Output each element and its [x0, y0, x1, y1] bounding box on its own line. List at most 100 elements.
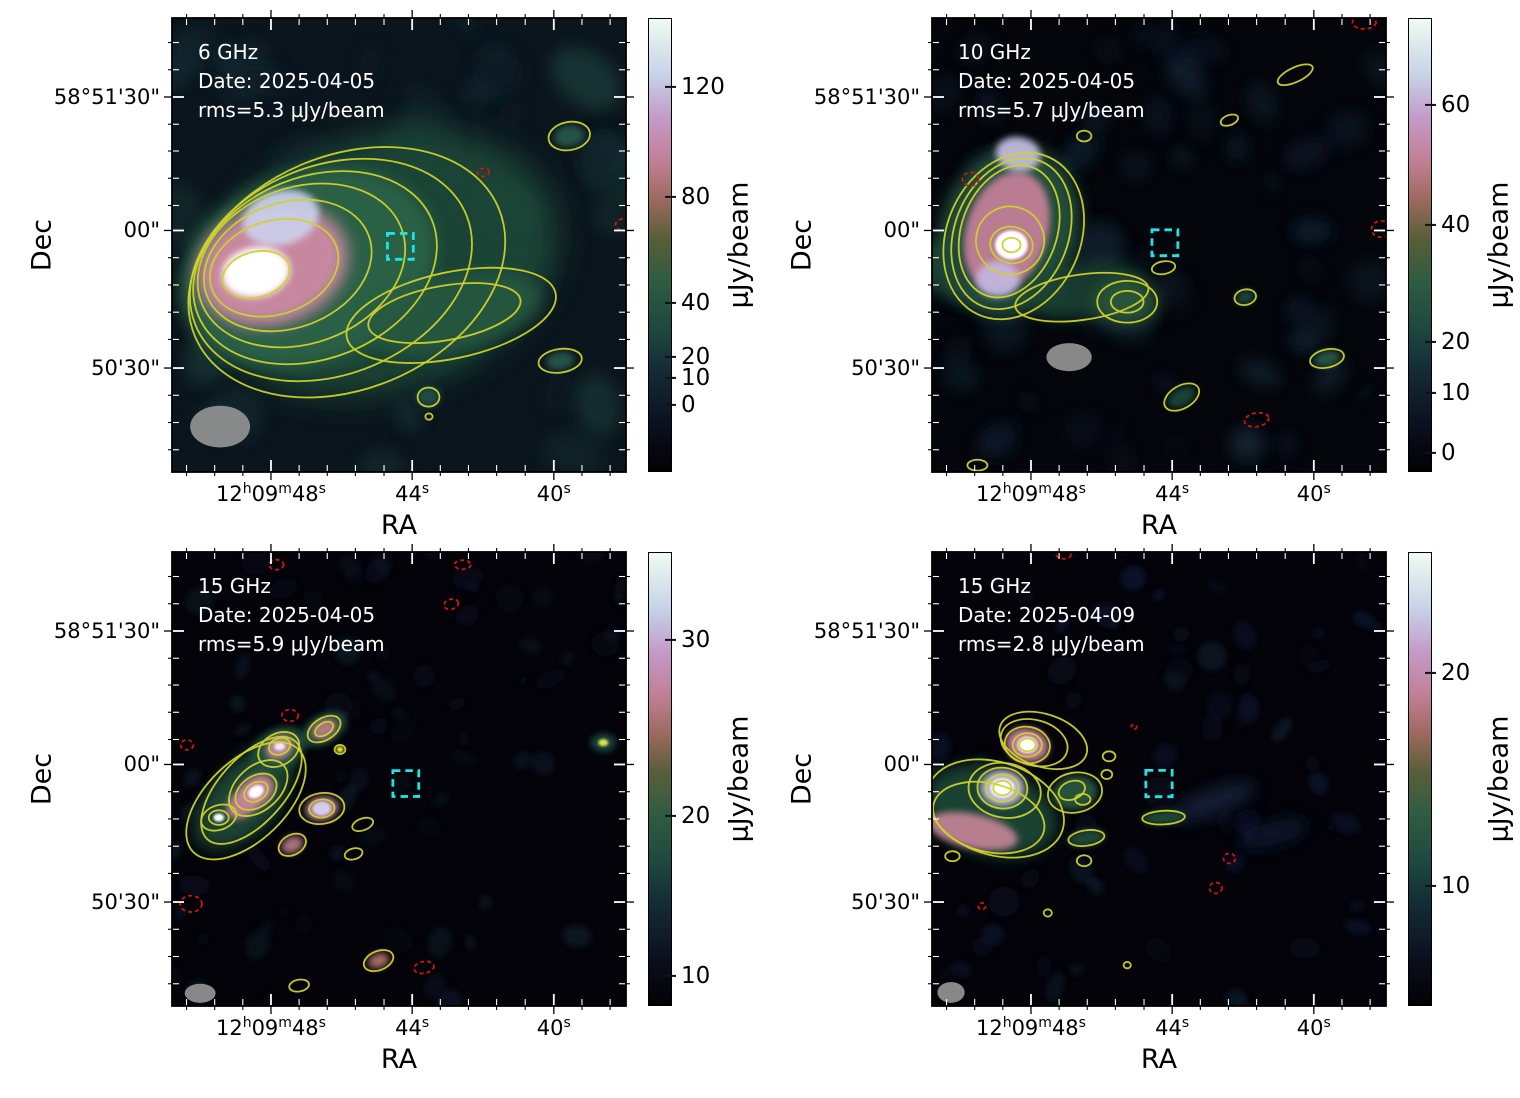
noise-blob [1234, 663, 1250, 685]
beam-ellipse [184, 983, 216, 1003]
contour-line [942, 151, 1085, 321]
noise-blob [436, 989, 463, 1006]
noise-blob [390, 716, 416, 743]
emission-blob [274, 742, 286, 751]
noise-blob [1225, 853, 1246, 873]
x-tick-label: 44s [1155, 481, 1190, 506]
emission-blob [976, 260, 1020, 298]
colorbar [1408, 552, 1432, 1006]
noise-blob [366, 670, 379, 682]
noise-blob [464, 934, 476, 951]
contour-line [268, 736, 292, 756]
date-label: Date: 2025-04-05 [958, 69, 1136, 93]
tick-superscript: s [421, 1015, 430, 1031]
y-tick-label: 50'30" [91, 890, 160, 915]
noise-blob [1206, 691, 1234, 720]
noise-blob [1069, 856, 1095, 885]
noise-blob [460, 733, 468, 746]
noise-blob [1173, 148, 1192, 167]
noise-blob [389, 774, 412, 793]
contour-line [343, 847, 364, 861]
y-tick-label: 58°51'30" [813, 84, 920, 109]
emission-blob [222, 246, 290, 298]
noise-blob [230, 694, 246, 713]
contour-line [1101, 750, 1117, 763]
contour-line [1042, 908, 1053, 918]
emission-blob [545, 351, 575, 370]
noise-blob [1299, 255, 1320, 281]
noise-blob [1168, 645, 1187, 656]
target-aperture-box [1150, 228, 1180, 258]
contour-line [234, 772, 278, 811]
noise-blob [560, 652, 575, 666]
noise-blob [1132, 24, 1152, 50]
emission-blob [1313, 350, 1341, 367]
noise-blob [1202, 713, 1224, 742]
noise-blob [1189, 98, 1215, 141]
colorbar-tick-label: 10 [681, 963, 711, 990]
contour-line [192, 170, 438, 366]
noise-blob [339, 554, 362, 578]
noise-blob [382, 926, 413, 952]
noise-blob [1152, 744, 1178, 768]
noise-blob [1229, 426, 1265, 462]
tick-superscript: s [1181, 481, 1190, 497]
noise-blob [1206, 579, 1228, 594]
negative-contour [179, 739, 195, 751]
contour-line [998, 710, 1089, 771]
sky-map-15ghz-b: 15 GHz Date: 2025-04-09 rms=2.8 µJy/beam [924, 544, 1394, 1014]
sky-map-svg [924, 544, 1394, 1014]
noise-blob [1352, 611, 1377, 629]
noise-blob [413, 665, 436, 687]
negative-contour [1055, 552, 1072, 560]
colorbar-tick-label: 30 [681, 626, 711, 653]
noise-blob [1144, 776, 1176, 809]
y-tick-label: 50'30" [91, 356, 160, 381]
noise-blob [1217, 810, 1235, 834]
contour-line [1075, 854, 1093, 868]
negative-contour [281, 708, 300, 723]
noise-blob [1275, 433, 1297, 457]
negative-contour [977, 902, 987, 911]
noise-blob [1173, 626, 1190, 643]
noise-blob [452, 566, 484, 589]
tick-superscript: m [1038, 1015, 1052, 1031]
noise-blob [562, 925, 592, 948]
colorbar-tick-label: 10 [1441, 873, 1471, 900]
tick-superscript: s [318, 481, 326, 497]
noise-blob [185, 586, 214, 616]
noise-blob [1308, 771, 1329, 795]
noise-blob [945, 338, 971, 362]
noise-blob [976, 421, 1018, 460]
colorbar-tick [1425, 340, 1436, 343]
noise-blob [531, 751, 555, 776]
emission-blob [336, 746, 344, 753]
x-tick-label: 12h09m48s [215, 1015, 326, 1040]
colorbar-tick [1425, 671, 1436, 674]
contour-line [1075, 129, 1093, 143]
axes-frame [171, 17, 627, 473]
noise-blob [1312, 628, 1324, 639]
axes-frame [171, 551, 627, 1007]
colorbar-tick [665, 85, 676, 89]
emission-blob [248, 785, 264, 799]
emission-blob [1141, 810, 1186, 825]
noise-blob [1059, 134, 1100, 172]
tick-superscript: s [563, 1015, 571, 1031]
noise-blob [1349, 260, 1386, 302]
noise-blob [1019, 391, 1039, 413]
emission-blob [312, 801, 331, 816]
colorbar-tick-label: 40 [1441, 212, 1471, 239]
tick-superscript: s [563, 481, 571, 497]
noise-blob [949, 962, 973, 977]
noise-blob [1266, 169, 1280, 196]
sky-map-15ghz-a: 15 GHz Date: 2025-04-05 rms=5.9 µJy/beam [164, 544, 634, 1014]
negative-contour [1208, 881, 1223, 895]
colorbar-tick [665, 356, 676, 359]
colorbar-tick-label: 20 [681, 803, 711, 830]
emission-blob [995, 136, 1041, 172]
contour-line [362, 949, 395, 973]
contour-line [277, 832, 307, 857]
contour-line [1096, 279, 1159, 324]
noise-blob [1293, 213, 1321, 241]
